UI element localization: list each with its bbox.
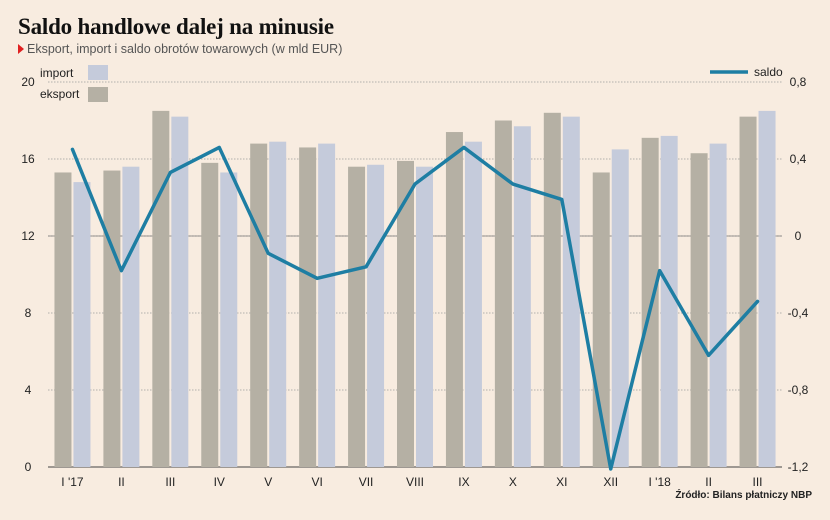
saldo-point — [266, 251, 270, 255]
gridlines — [48, 81, 782, 468]
x-tick-label: XI — [556, 475, 567, 489]
bar-eksport — [397, 160, 414, 468]
bar-eksport — [690, 153, 708, 467]
x-tick-label: VII — [359, 475, 374, 489]
bar-import — [513, 126, 531, 468]
left-tick-label: 4 — [25, 383, 32, 397]
bar-import — [73, 182, 91, 467]
right-tick-label: -1,2 — [788, 460, 809, 474]
x-tick-label: X — [509, 475, 517, 489]
source-note: Źródło: Bilans płatniczy NBP — [675, 490, 812, 501]
legend-label-import: import — [40, 66, 74, 80]
saldo-point — [217, 145, 221, 149]
bar-eksport — [494, 120, 512, 467]
right-tick-label: 0,8 — [790, 75, 807, 89]
x-tick-label: VI — [311, 475, 322, 489]
bar-import — [464, 141, 482, 468]
saldo-point — [707, 353, 711, 357]
x-tick-label: II — [705, 475, 712, 489]
bar-eksport — [739, 116, 757, 468]
bar-eksport — [348, 166, 366, 467]
saldo-point — [756, 299, 760, 303]
chart-title: Saldo handlowe dalej na minusie — [18, 14, 334, 39]
bar-eksport — [299, 147, 317, 467]
right-tick-label: -0,8 — [788, 383, 809, 397]
saldo-point — [462, 145, 466, 149]
right-tick-label: -0,4 — [788, 306, 809, 320]
left-tick-label: 0 — [25, 460, 32, 474]
x-tick-label: VIII — [406, 475, 424, 489]
x-tick-label: II — [118, 475, 125, 489]
chart-subtitle-row: Eksport, import i saldo obrotów towarowy… — [18, 42, 342, 56]
saldo-point — [511, 182, 515, 186]
bar-import — [416, 166, 433, 467]
left-tick-label: 12 — [21, 229, 35, 243]
chart-subtitle: Eksport, import i saldo obrotów towarowy… — [27, 42, 343, 56]
bar-import — [318, 143, 336, 467]
bar-eksport — [54, 172, 72, 467]
saldo-point — [413, 182, 417, 186]
left-tick-label: 16 — [21, 152, 35, 166]
left-axis: 0 4 8 12 16 20 — [21, 75, 35, 474]
x-tick-label: I '18 — [649, 475, 672, 489]
right-tick-label: 0 — [795, 229, 802, 243]
x-tick-label: IX — [458, 475, 469, 489]
bar-eksport — [201, 162, 219, 467]
x-axis: I '17 II III IV V VI VII VIII IX X XI XII I '18 II III — [61, 475, 762, 489]
x-tick-label: III — [753, 475, 763, 489]
x-tick-label: I '17 — [61, 475, 84, 489]
legend-label-saldo: saldo — [754, 65, 783, 79]
subtitle-marker-icon — [18, 44, 24, 54]
bar-import — [122, 166, 140, 467]
x-tick-label: V — [264, 475, 272, 489]
saldo-point — [560, 197, 564, 201]
right-tick-label: 0,4 — [790, 152, 807, 166]
bar-import — [709, 143, 727, 467]
right-axis: -1,2 -0,8 -0,4 0 0,4 0,8 — [788, 75, 809, 474]
left-tick-label: 20 — [21, 75, 35, 89]
saldo-point — [315, 276, 319, 280]
legend-swatch-import — [88, 65, 108, 80]
bar-import — [758, 110, 776, 467]
bar-import — [269, 141, 287, 468]
bar-eksport — [445, 132, 463, 468]
bar-series — [54, 110, 776, 468]
bar-import — [220, 172, 238, 467]
saldo-point — [168, 170, 172, 174]
bar-eksport — [152, 110, 170, 467]
bar-import — [367, 164, 385, 467]
x-tick-label: XII — [603, 475, 618, 489]
legend-label-eksport: eksport — [40, 87, 80, 101]
bar-eksport — [250, 143, 268, 467]
saldo-point — [364, 265, 368, 269]
saldo-point — [609, 467, 613, 471]
saldo-point — [70, 147, 74, 151]
bar-import — [660, 135, 678, 467]
x-tick-label: III — [165, 475, 175, 489]
bar-eksport — [103, 170, 121, 468]
x-tick-label: IV — [214, 475, 225, 489]
bar-import — [611, 149, 629, 467]
legend: import eksport saldo — [40, 65, 783, 102]
saldo-line-series — [70, 145, 760, 471]
saldo-point — [119, 269, 123, 273]
legend-swatch-eksport — [88, 87, 108, 102]
bar-eksport — [543, 112, 561, 468]
saldo-point — [658, 269, 662, 273]
bar-import — [171, 116, 189, 468]
bar-import — [562, 116, 580, 468]
left-tick-label: 8 — [25, 306, 32, 320]
